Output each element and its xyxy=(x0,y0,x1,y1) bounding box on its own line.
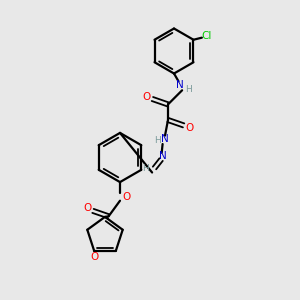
Text: O: O xyxy=(142,92,151,102)
Text: N: N xyxy=(159,151,167,161)
Text: O: O xyxy=(122,192,131,202)
Text: O: O xyxy=(185,123,194,133)
Text: N: N xyxy=(160,134,168,144)
Text: O: O xyxy=(91,252,99,262)
Text: H: H xyxy=(142,164,149,173)
Text: O: O xyxy=(83,203,91,213)
Text: H: H xyxy=(154,136,160,145)
Text: N: N xyxy=(176,80,184,91)
Text: H: H xyxy=(186,85,192,94)
Text: Cl: Cl xyxy=(202,31,212,41)
